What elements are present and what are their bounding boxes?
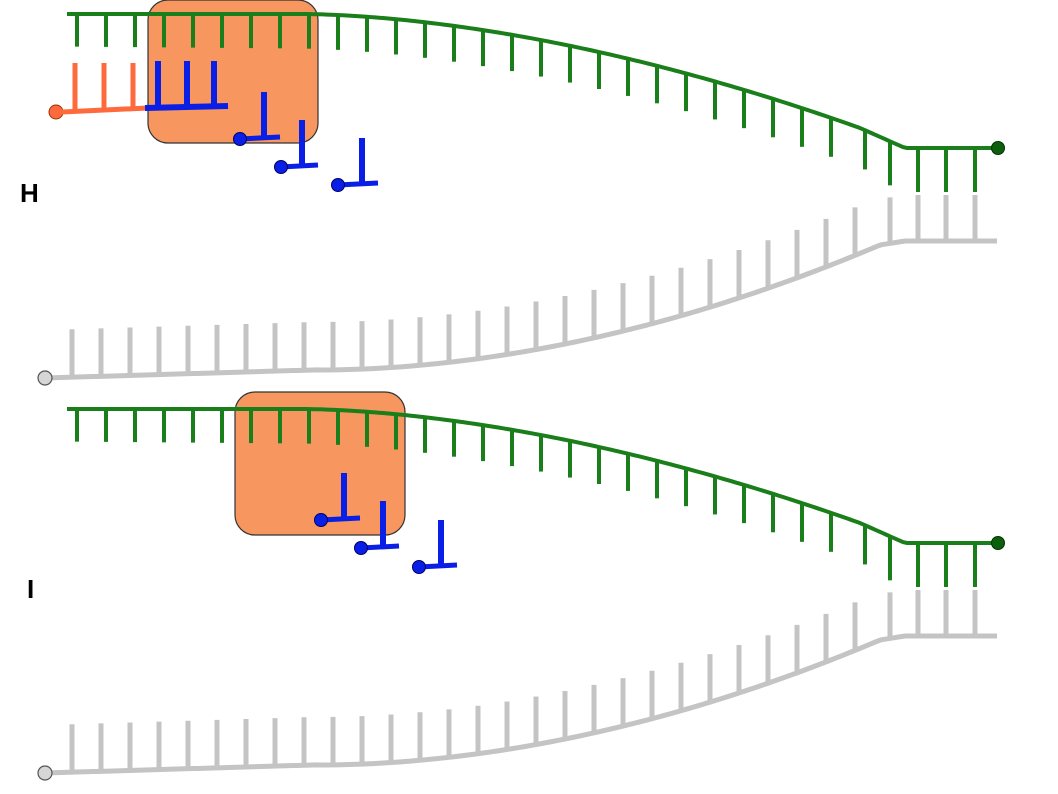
nucleotide-phosphate-dot — [332, 179, 345, 192]
template-three-prime-end — [992, 537, 1005, 550]
template-three-prime-end — [992, 142, 1005, 155]
nucleotide-phosphate-dot — [355, 542, 368, 555]
lagging-template-end — [38, 766, 52, 780]
panel-label-h: H — [20, 178, 39, 209]
nucleotide-phosphate-dot — [413, 561, 426, 574]
panel-label-i: I — [27, 574, 34, 605]
template-strand-backbone — [67, 409, 995, 543]
free-nucleotide — [332, 138, 379, 192]
nucleotide-phosphate-dot — [275, 161, 288, 174]
panel-i — [38, 392, 1005, 794]
dna-polymerase-box — [148, 0, 318, 143]
primer-five-prime-end — [49, 105, 63, 119]
nucleotide-phosphate-dot — [315, 514, 328, 527]
lagging-template-end — [38, 371, 52, 385]
panel-h — [38, 0, 1005, 385]
nucleotide-phosphate-dot — [234, 133, 247, 146]
free-nucleotide — [413, 520, 458, 574]
